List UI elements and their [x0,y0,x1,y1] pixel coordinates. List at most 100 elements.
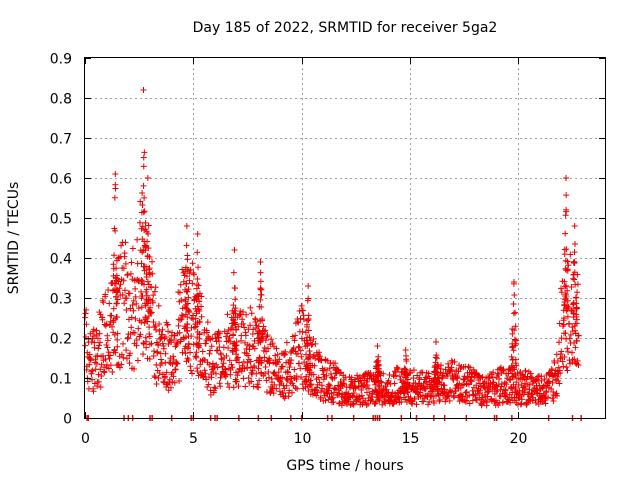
data-point [211,384,218,391]
data-point [509,343,516,350]
data-point [140,87,147,93]
data-point [165,328,172,335]
data-point [138,277,145,284]
data-point [220,344,227,351]
data-point [145,313,152,320]
data-point [518,392,525,399]
data-point [444,393,451,400]
data-point [110,261,117,268]
data-point [298,374,305,381]
data-point [109,323,116,330]
data-point [249,367,256,374]
data-point [258,357,265,364]
data-point [257,278,264,285]
data-point [374,359,381,366]
data-point [331,374,338,381]
data-point [466,392,473,399]
data-point [132,315,139,322]
data-point [192,315,199,322]
data-point [304,297,311,304]
data-point [154,349,161,356]
data-point [297,347,304,354]
data-point [571,276,578,283]
data-point [562,265,569,272]
data-point [216,380,223,387]
data-point [398,398,405,405]
data-point [522,385,529,392]
data-point [564,306,571,313]
data-point [512,323,519,330]
data-point [477,387,484,394]
data-point [145,222,152,229]
data-point [565,348,572,355]
data-point [193,285,200,292]
data-point [120,277,127,284]
data-point [112,171,119,177]
data-point [195,340,202,347]
data-point [185,344,192,351]
data-point [159,326,166,333]
data-point [450,376,457,383]
x-tick-label: 5 [189,431,198,447]
data-point [123,307,130,314]
data-point [463,389,470,396]
data-point [104,337,111,344]
data-point [322,356,329,363]
data-point [250,326,257,333]
data-point [127,350,134,357]
data-point [294,350,301,357]
data-point [123,347,130,354]
data-point [561,302,568,309]
data-point [294,318,301,325]
data-point [204,319,211,326]
data-point [508,363,515,370]
data-point [260,323,267,330]
data-point [296,344,303,351]
data-point [516,370,523,377]
data-point [485,388,492,395]
data-point [261,370,268,377]
data-point [190,316,197,323]
data-point [473,382,480,389]
data-point [102,291,109,298]
data-point [112,349,119,356]
data-point [470,366,477,373]
data-point [245,375,252,382]
data-point [193,349,200,356]
data-point [431,369,438,376]
data-point [236,312,243,319]
data-point [572,344,579,351]
data-point [498,383,505,390]
data-point [161,374,168,381]
data-point [140,351,147,358]
data-point [303,361,310,368]
data-point [134,236,141,243]
data-point [461,373,468,380]
data-point [150,292,157,299]
y-tick-label: 0 [63,412,72,428]
data-point [178,312,185,319]
data-point [510,300,517,307]
data-point [118,351,125,358]
data-point [393,398,400,405]
data-point [160,378,167,385]
data-point [251,345,258,352]
data-point [233,351,240,358]
data-point [295,343,302,350]
data-point [448,364,455,371]
data-point [152,284,159,291]
data-point [290,345,297,352]
data-point [139,189,146,196]
data-point [305,312,312,319]
data-point [137,198,144,205]
data-point [451,392,458,399]
data-point [291,366,298,373]
data-point [573,316,580,323]
data-point [95,345,102,352]
data-point [563,282,570,289]
y-tick-label: 0.5 [50,212,72,228]
data-point [152,326,159,333]
data-point [403,352,410,359]
data-point [111,252,118,259]
data-point [144,238,151,245]
